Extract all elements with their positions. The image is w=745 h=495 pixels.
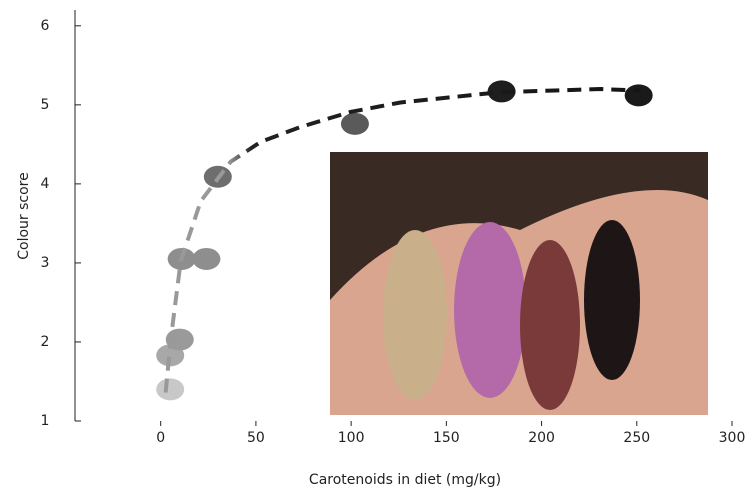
x-tick-label: 100 [338, 430, 365, 446]
y-tick-label: 6 [41, 18, 50, 34]
y-tick-label: 5 [41, 97, 50, 113]
x-tick-label: 50 [247, 430, 265, 446]
x-tick-label: 0 [156, 430, 165, 446]
point [165, 328, 194, 351]
y-tick-label: 4 [41, 176, 50, 192]
x-tick-label: 150 [433, 430, 460, 446]
x-tick-label: 300 [719, 430, 745, 446]
point [156, 378, 185, 401]
photo [330, 152, 708, 415]
point [192, 247, 221, 270]
y-axis-label: Colour score [16, 172, 32, 260]
fit-curve [163, 87, 641, 393]
point [624, 84, 653, 107]
y-tick-label: 2 [41, 334, 50, 350]
x-axis-label: Carotenoids in diet (mg/kg) [309, 472, 501, 488]
y-tick-label: 3 [41, 255, 50, 271]
x-tick-label: 250 [623, 430, 650, 446]
point [340, 112, 369, 135]
y-tick-label: 1 [41, 413, 50, 429]
x-tick-label: 200 [528, 430, 555, 446]
